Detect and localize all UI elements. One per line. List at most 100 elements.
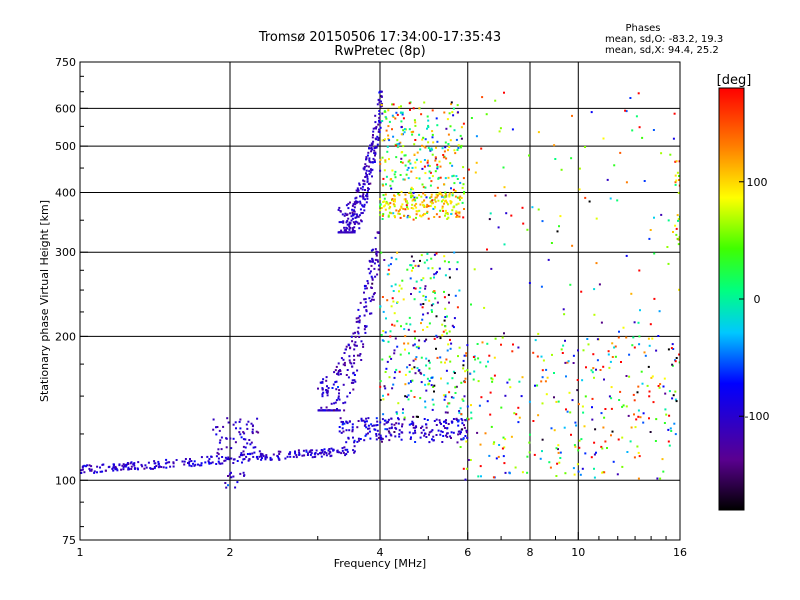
data-point: [361, 188, 364, 191]
data-point: [258, 455, 261, 458]
data-point: [418, 290, 421, 293]
data-point: [200, 462, 203, 465]
data-point: [443, 183, 445, 186]
data-point: [254, 446, 257, 449]
data-point: [153, 467, 156, 470]
data-point: [455, 268, 458, 271]
data-point: [674, 398, 677, 401]
data-point: [432, 439, 435, 442]
data-point: [672, 231, 674, 233]
data-point: [420, 372, 423, 375]
data-point: [422, 328, 424, 331]
data-point: [610, 407, 613, 410]
data-point: [418, 133, 421, 136]
data-point: [633, 413, 635, 416]
data-point: [261, 453, 264, 456]
data-point: [466, 417, 469, 420]
data-point: [363, 291, 365, 294]
data-point: [320, 449, 323, 451]
data-point: [383, 419, 386, 422]
data-point: [226, 458, 229, 460]
data-point: [546, 376, 549, 379]
data-point: [227, 484, 229, 487]
data-point: [451, 192, 454, 195]
colorbar-tick-label: -100: [745, 410, 770, 423]
data-point: [637, 477, 640, 480]
data-point: [577, 449, 580, 452]
data-point: [334, 381, 337, 384]
data-point: [424, 194, 427, 197]
data-point: [678, 238, 680, 241]
data-point: [414, 166, 417, 169]
data-point: [568, 391, 571, 394]
data-point: [446, 435, 449, 438]
data-point: [652, 401, 655, 404]
data-point: [420, 254, 423, 257]
data-point: [576, 379, 579, 381]
data-point: [365, 172, 367, 175]
data-point: [461, 201, 464, 204]
data-point: [434, 291, 436, 294]
data-point: [499, 127, 502, 130]
data-point: [345, 453, 348, 455]
data-point: [189, 458, 191, 460]
data-point: [115, 467, 118, 470]
data-point: [541, 450, 543, 453]
data-point: [397, 418, 400, 421]
data-point: [653, 297, 656, 300]
data-point: [127, 468, 130, 471]
data-point: [401, 425, 403, 428]
data-point: [362, 345, 365, 348]
data-point: [581, 379, 584, 382]
data-point: [413, 196, 416, 199]
data-point: [337, 362, 340, 365]
data-point: [414, 337, 416, 340]
data-point: [402, 207, 405, 210]
data-point: [387, 420, 390, 423]
data-point: [436, 124, 439, 127]
data-point: [395, 258, 398, 261]
data-point: [386, 360, 389, 363]
data-point: [517, 346, 520, 349]
data-point: [369, 161, 372, 164]
data-point: [654, 440, 657, 442]
data-point: [643, 180, 646, 182]
data-point: [413, 153, 416, 156]
x-tick-label: 6: [464, 546, 471, 559]
data-point: [425, 436, 428, 438]
data-point: [414, 441, 417, 443]
data-point: [373, 152, 376, 155]
data-point: [580, 290, 583, 293]
data-point: [377, 139, 380, 141]
data-point: [353, 354, 355, 357]
data-point: [427, 126, 430, 129]
data-point: [221, 456, 224, 458]
data-point: [410, 380, 412, 383]
data-point: [375, 252, 378, 255]
data-point: [353, 343, 356, 346]
data-point: [479, 443, 482, 446]
data-point: [325, 454, 328, 457]
data-point: [477, 357, 480, 360]
data-point: [580, 438, 583, 441]
data-point: [377, 123, 380, 126]
data-point: [648, 395, 651, 398]
data-point: [401, 279, 404, 282]
data-point: [458, 211, 461, 214]
data-point: [204, 461, 207, 464]
data-point: [367, 267, 370, 270]
data-point: [420, 356, 423, 359]
data-point: [553, 396, 555, 399]
data-point: [391, 387, 394, 390]
data-point: [406, 268, 409, 271]
data-point: [625, 375, 628, 377]
y-tick-label: 750: [55, 56, 76, 69]
data-point: [395, 427, 398, 430]
data-point: [457, 111, 459, 114]
data-point: [408, 159, 411, 162]
data-point: [340, 229, 343, 232]
data-point: [625, 110, 628, 113]
data-point: [342, 421, 345, 424]
data-point: [353, 348, 356, 351]
data-point: [364, 434, 367, 437]
